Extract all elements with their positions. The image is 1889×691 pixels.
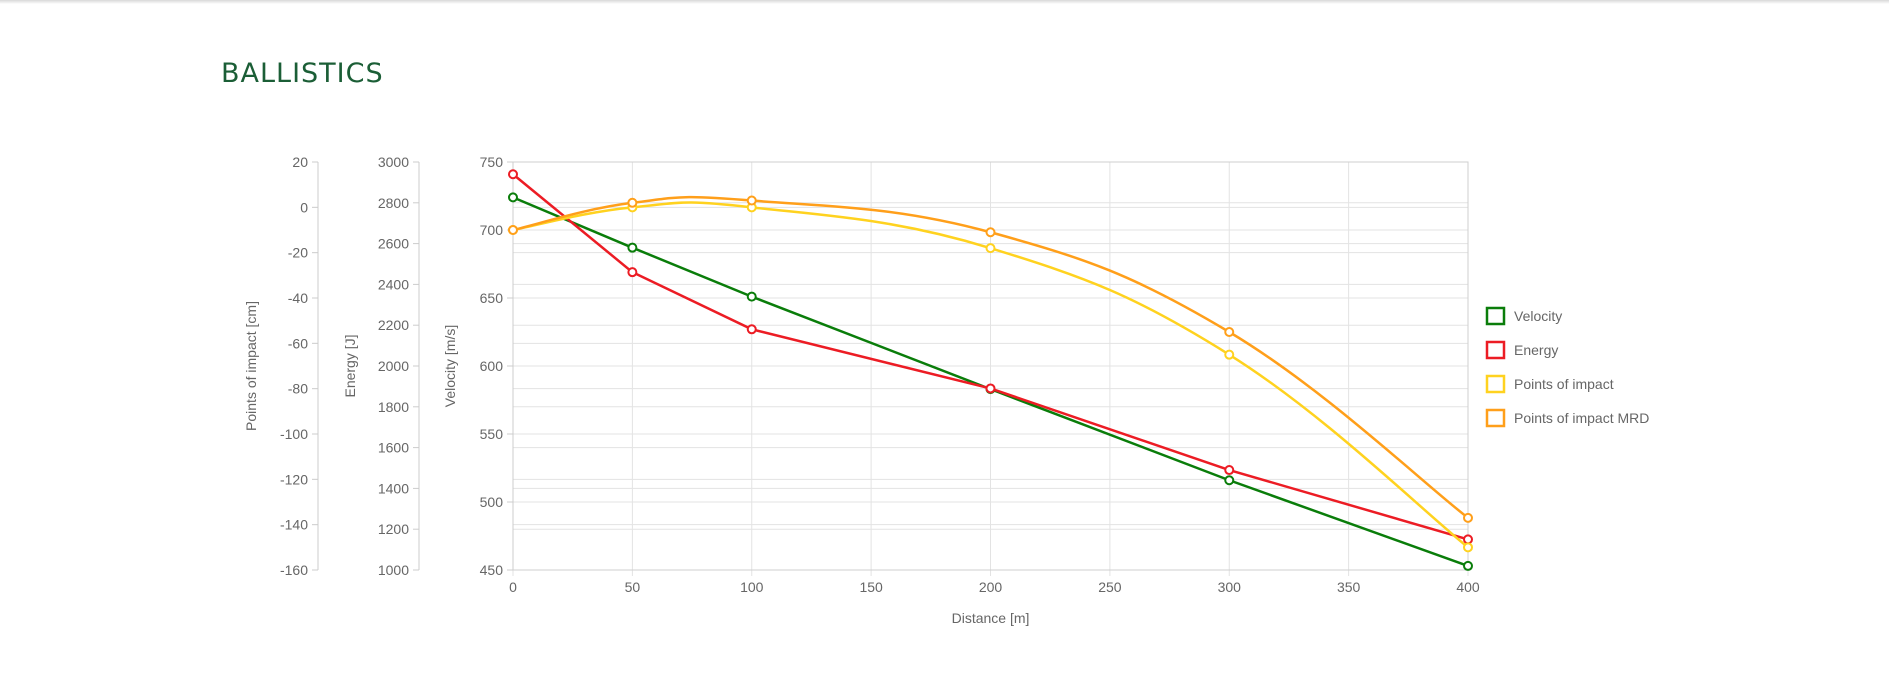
velocity-tick-label: 550: [480, 426, 504, 442]
velocity-tick-label: 750: [480, 154, 504, 170]
velocity-tick-label: 650: [480, 290, 504, 306]
points-of-impact-data-point: [1224, 349, 1235, 360]
velocity-axis-label: Velocity [m/s]: [442, 325, 458, 407]
energy-data-point: [508, 169, 518, 180]
energy-tick-label: 2200: [378, 317, 409, 333]
velocity-series-line: [512, 196, 1469, 568]
poi-tick-label: -20: [288, 245, 308, 261]
poi-axis-label: Points of impact [cm]: [243, 301, 259, 431]
x-tick-label: 0: [509, 579, 517, 595]
poi-tick-label: 20: [292, 154, 308, 170]
x-axis-label: Distance [m]: [952, 610, 1030, 626]
poi-tick-label: -80: [288, 381, 308, 397]
points-of-impact-mrd-data-point: [627, 197, 638, 208]
points-of-impact-data-point: [1463, 542, 1473, 553]
legend-swatch-velocity: [1485, 306, 1506, 326]
legend-label-velocity: Velocity: [1514, 308, 1562, 324]
points-of-impact-mrd-data-point: [746, 195, 757, 206]
x-tick-label: 50: [625, 579, 641, 595]
x-tick-label: 300: [1218, 579, 1242, 595]
page-title: BALLISTICS: [221, 58, 384, 89]
velocity-tick-label: 600: [480, 358, 504, 374]
energy-tick-label: 1600: [378, 440, 409, 456]
velocity-data-point: [627, 242, 638, 253]
energy-data-point: [746, 324, 757, 335]
legend-label-points-of-impact: Points of impact: [1514, 376, 1614, 392]
energy-data-point: [1224, 465, 1235, 476]
points-of-impact-data-point: [985, 243, 996, 254]
energy-tick-label: 1400: [378, 480, 409, 496]
points-of-impact-mrd-data-point: [1224, 327, 1235, 337]
points-of-impact-mrd-data-point: [1463, 512, 1473, 523]
poi-tick-label: -120: [280, 471, 308, 487]
energy-tick-label: 3000: [378, 154, 409, 170]
energy-tick-label: 1800: [378, 399, 409, 415]
velocity-tick-label: 700: [480, 222, 504, 238]
legend: Velocity Energy Points of impact Points of …: [1485, 306, 1649, 428]
legend-swatch-energy: [1485, 340, 1506, 360]
energy-tick-label: 1200: [378, 521, 409, 537]
x-tick-label: 100: [740, 579, 764, 595]
legend-label-energy: Energy: [1514, 342, 1558, 358]
poi-tick-label: -100: [280, 426, 308, 442]
energy-tick-label: 2800: [378, 195, 409, 211]
poi-tick-label: -40: [288, 290, 308, 306]
x-tick-label: 150: [859, 579, 883, 595]
energy-data-point: [985, 383, 996, 394]
grid-lines: [512, 161, 1469, 576]
x-tick-label: 200: [979, 579, 1003, 595]
series-layer: [508, 169, 1473, 571]
points-of-impact-mrd-data-point: [508, 225, 518, 235]
x-tick-label: 250: [1098, 579, 1122, 595]
legend-swatch-points-of-impact: [1485, 374, 1506, 394]
energy-tick-label: 2000: [378, 358, 409, 374]
energy-data-point: [1463, 534, 1473, 545]
legend-swatch-points-of-impact-mrd: [1485, 408, 1506, 428]
energy-data-point: [627, 267, 638, 278]
x-tick-label: 400: [1456, 579, 1480, 595]
velocity-data-point: [1224, 475, 1235, 486]
velocity-data-point: [746, 291, 757, 302]
energy-series-line: [512, 173, 1469, 541]
velocity-data-point: [508, 192, 518, 203]
top-shadow: [0, 0, 1889, 4]
velocity-tick-label: 450: [480, 562, 504, 578]
velocity-tick-label: 500: [480, 494, 504, 510]
poi-tick-label: -160: [280, 562, 308, 578]
poi-tick-label: -60: [288, 335, 308, 351]
legend-label-points-of-impact-mrd: Points of impact MRD: [1514, 410, 1649, 426]
energy-tick-label: 2400: [378, 276, 409, 292]
x-tick-label: 350: [1337, 579, 1361, 595]
energy-tick-label: 1000: [378, 562, 409, 578]
energy-axis-label: Energy [J]: [342, 334, 358, 397]
points-of-impact-mrd-data-point: [985, 227, 996, 238]
velocity-data-point: [1463, 560, 1473, 571]
poi-tick-label: -140: [280, 517, 308, 533]
poi-tick-label: 0: [300, 199, 308, 215]
energy-tick-label: 2600: [378, 236, 409, 252]
